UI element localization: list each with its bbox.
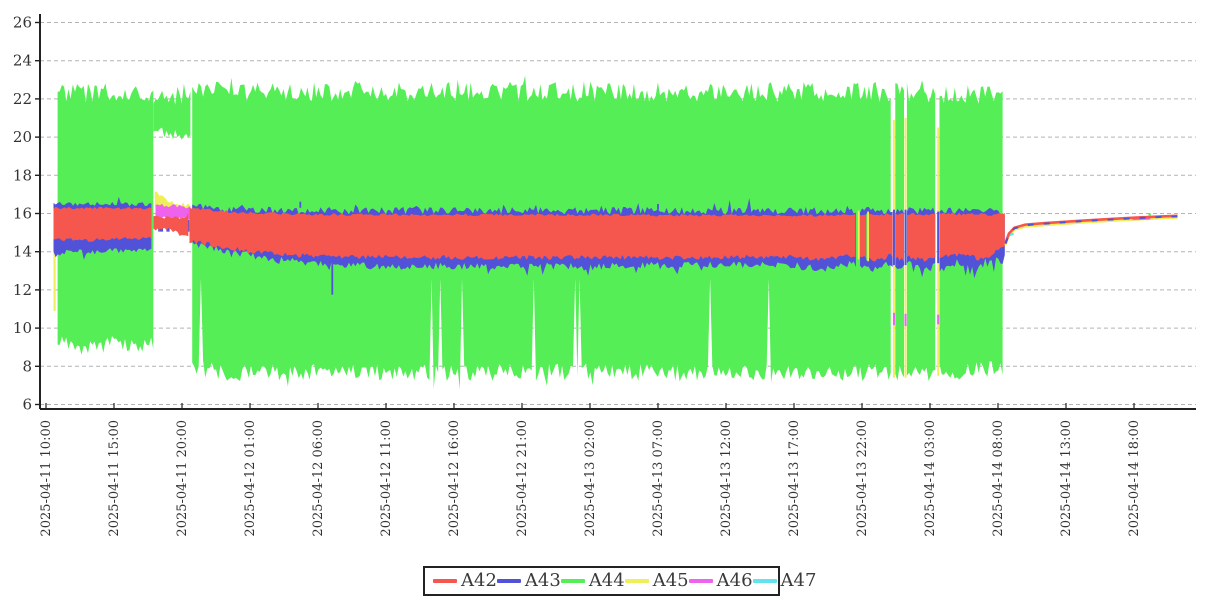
legend-label: A47 [780,570,817,591]
y-tick-label: 16 [13,205,32,223]
x-tick-label: 2025-04-13 17:00 [787,420,802,537]
legend-swatch-A47 [752,579,777,583]
series-band-A46 [155,203,191,220]
x-tick-label: 2025-04-11 15:00 [107,420,122,537]
legend-item-A47[interactable]: A47 [752,570,817,591]
y-tick-label: 14 [13,243,32,261]
series-band-A42 [153,212,189,237]
legend-item-A43[interactable]: A43 [496,570,561,591]
series-band-A42 [53,206,152,242]
x-tick-label: 2025-04-13 12:00 [719,420,734,537]
series-spike-A44 [1148,213,1151,216]
legend-swatch-A42 [433,579,457,583]
x-tick-label: 2025-04-13 07:00 [651,420,666,537]
legend-label: A44 [588,570,625,591]
series-fragment-A43 [187,219,190,232]
series-spike-A43 [299,201,302,208]
series-band-A44 [153,83,191,140]
x-tick-label: 2025-04-11 10:00 [39,420,54,537]
legend-swatch-A44 [560,579,585,583]
legend-item-A44[interactable]: A44 [560,570,625,591]
series-spike-A43 [892,209,895,266]
legend-item-A42[interactable]: A42 [433,572,497,590]
x-tick-label: 2025-04-12 21:00 [515,420,530,537]
x-tick-label: 2025-04-12 16:00 [447,420,462,537]
legend-swatch-A46 [688,579,713,583]
x-tick-label: 2025-04-13 02:00 [583,420,598,537]
legend-item-A45[interactable]: A45 [624,570,689,591]
x-tick-label: 2025-04-13 22:00 [855,420,870,537]
x-tick-label: 2025-04-14 18:00 [1127,420,1142,537]
series-band-A42 [939,212,1005,261]
legend-swatch-A45 [624,579,649,583]
x-tick-label: 2025-04-12 01:00 [243,420,258,537]
y-tick-label: 26 [13,14,32,32]
series-spike-A43 [904,209,907,266]
series-band-A42 [189,207,856,261]
y-tick-label: 20 [13,128,32,146]
y-tick-label: 24 [13,52,32,70]
legend-label: A46 [716,570,753,591]
series-spike-A43 [657,203,659,210]
y-tick-label: 12 [13,281,32,299]
legend-label: A45 [652,570,689,591]
series-line-A43 [1004,215,1178,245]
series-spike-A45 [857,210,860,260]
y-tick-label: 10 [13,319,32,337]
series-spike-A46 [937,314,940,325]
x-tick-label: 2025-04-12 06:00 [311,420,326,537]
series-spike-A44 [856,212,859,260]
series-spike-A43 [937,211,940,264]
y-tick-label: 18 [13,166,32,184]
y-tick-label: 22 [13,90,32,108]
x-tick-label: 2025-04-11 20:00 [175,420,190,537]
series-spike-A44 [866,213,869,261]
x-tick-label: 2025-04-14 03:00 [923,420,938,537]
y-tick-label: 6 [22,396,32,414]
series-spike-A46 [892,312,895,326]
series-band-A42 [860,213,893,262]
legend: A42 A43 A44 A45 A46 A47 [423,566,816,596]
series-spike-A45 [867,211,870,262]
legend-swatch-A43 [496,579,521,583]
series-spike-A43 [331,253,334,295]
series-band-A42 [906,212,936,262]
series-line-A45 [1004,216,1178,246]
series-spike-A46 [904,313,907,327]
y-tick-label: 8 [22,357,32,375]
legend-item-A46[interactable]: A46 [688,570,753,591]
series-band-A42 [895,213,904,262]
legend-label: A42 [461,570,497,591]
x-tick-label: 2025-04-12 11:00 [379,420,394,537]
x-tick-label: 2025-04-14 08:00 [991,420,1006,537]
x-tick-label: 2025-04-14 13:00 [1059,420,1074,537]
legend-label: A43 [524,570,561,591]
